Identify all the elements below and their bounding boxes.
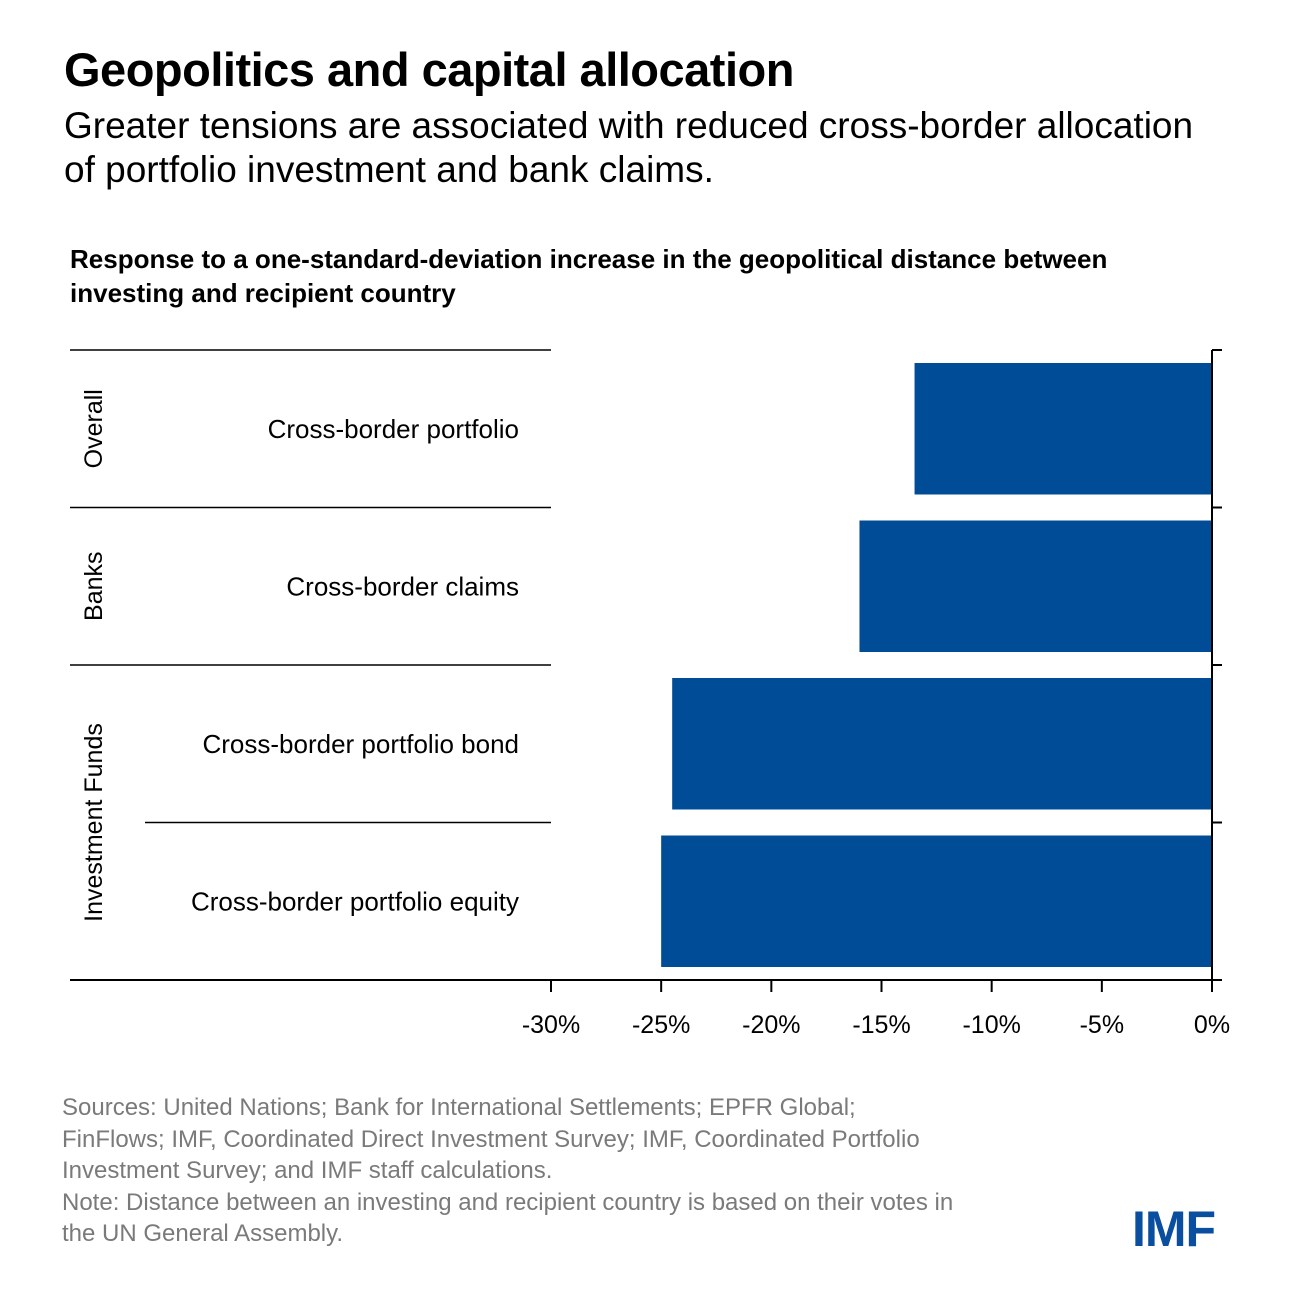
x-tick-label: -25% <box>632 1011 690 1039</box>
category-label: Cross-border portfolio bond <box>203 729 520 759</box>
group-label: Banks <box>80 552 108 621</box>
x-tick-label: -30% <box>522 1011 580 1039</box>
category-label: Cross-border portfolio <box>268 414 519 444</box>
category-label: Cross-border portfolio equity <box>191 886 519 916</box>
bar <box>661 835 1212 967</box>
x-tick-label: 0% <box>1194 1011 1230 1039</box>
bar <box>672 678 1212 810</box>
category-label: Cross-border claims <box>286 571 519 601</box>
group-label: Investment Funds <box>80 723 108 922</box>
x-tick-label: -15% <box>852 1011 910 1039</box>
sources-text: Sources: United Nations; Bank for Intern… <box>62 1094 920 1184</box>
group-label: Overall <box>80 389 108 468</box>
bar <box>914 363 1212 495</box>
imf-logo: IMF <box>1132 1201 1216 1257</box>
note-text: Note: Distance between an investing and … <box>62 1188 954 1248</box>
chart-title: Response to a one-standard-deviation inc… <box>70 244 1108 308</box>
x-tick-label: -5% <box>1080 1011 1124 1039</box>
bar <box>859 520 1212 652</box>
x-tick-label: -20% <box>742 1011 800 1039</box>
x-tick-label: -10% <box>962 1011 1020 1039</box>
page-title: Geopolitics and capital allocation <box>64 43 794 96</box>
page-subtitle: Greater tensions are associated with red… <box>64 105 1194 190</box>
footnotes: Sources: United Nations; Bank for Intern… <box>62 1092 962 1250</box>
